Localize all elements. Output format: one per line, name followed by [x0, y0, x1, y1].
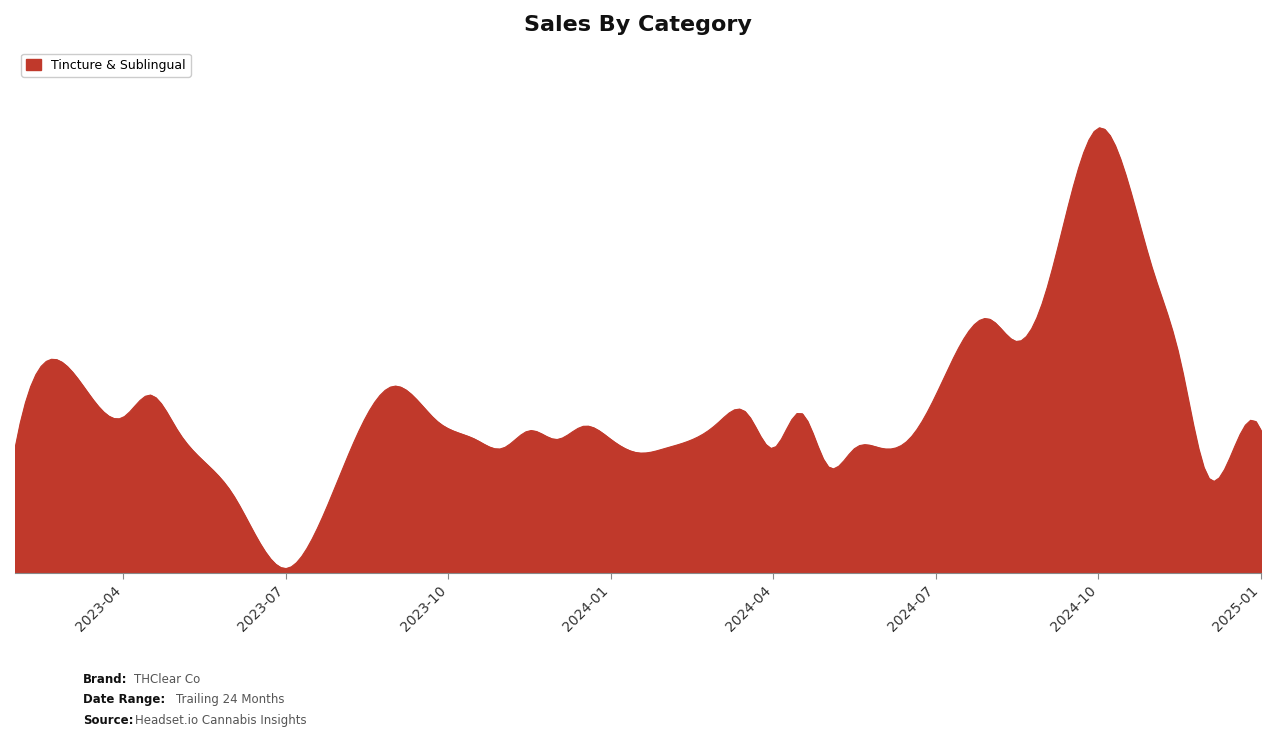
Title: Sales By Category: Sales By Category: [524, 15, 752, 35]
Text: Date Range:: Date Range:: [83, 694, 165, 706]
Text: Brand:: Brand:: [83, 673, 128, 686]
Legend: Tincture & Sublingual: Tincture & Sublingual: [22, 54, 191, 77]
Text: Trailing 24 Months: Trailing 24 Months: [176, 694, 285, 706]
Text: THClear Co: THClear Co: [134, 673, 200, 686]
Text: Headset.io Cannabis Insights: Headset.io Cannabis Insights: [135, 715, 308, 727]
Text: Source:: Source:: [83, 715, 134, 727]
